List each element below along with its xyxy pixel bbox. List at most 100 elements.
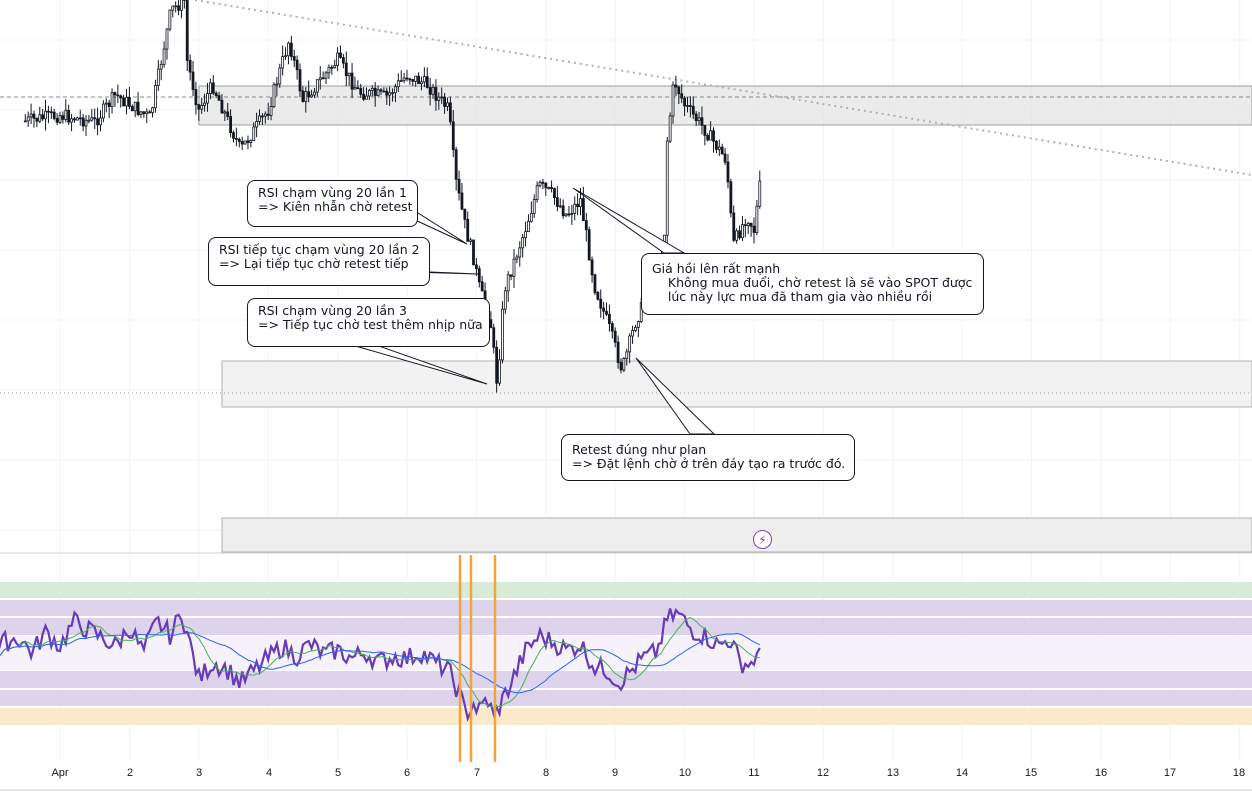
- candle-body: [229, 116, 233, 134]
- candle-body: [628, 335, 632, 353]
- candle-body: [159, 63, 163, 70]
- candle-body: [521, 237, 525, 249]
- candle-body: [437, 96, 441, 101]
- candle-body: [717, 146, 721, 150]
- candle-body: [234, 137, 238, 140]
- candle-body: [292, 56, 296, 61]
- x-tick-18: 18: [1232, 767, 1246, 779]
- candle-body: [446, 102, 449, 107]
- candle-body: [388, 92, 392, 96]
- candle-body: [289, 42, 293, 57]
- candle-body: [281, 56, 285, 69]
- candle-body: [417, 75, 420, 85]
- rsi-markers: [458, 555, 497, 762]
- candle-body: [550, 187, 553, 189]
- candle-body: [243, 140, 247, 145]
- x-tick-10: 10: [678, 767, 692, 779]
- candle-body: [509, 274, 513, 277]
- candle-body: [188, 59, 192, 73]
- candle-body: [524, 231, 527, 238]
- candle-body: [226, 111, 230, 117]
- candle-body: [451, 121, 455, 151]
- candle-body: [527, 220, 530, 233]
- callout-pointers: [351, 187, 716, 435]
- rsi-pane: [0, 608, 761, 722]
- candle-body: [469, 239, 473, 242]
- candle-body: [723, 153, 727, 163]
- x-tick-7: 7: [473, 767, 481, 779]
- candle-body: [35, 117, 39, 122]
- x-tick-4: 4: [265, 767, 273, 779]
- candle-body: [555, 197, 559, 207]
- candle-body: [29, 113, 33, 118]
- candle-body: [64, 109, 68, 120]
- candle-body: [746, 222, 750, 226]
- annotation-rsi-touch-1: RSI chạm vùng 20 lần 1 => Kiên nhẫn chờ …: [247, 180, 418, 227]
- candle-body: [370, 87, 374, 91]
- candle-body: [70, 118, 73, 123]
- candle-body: [165, 28, 169, 50]
- candle-body: [41, 114, 45, 120]
- rsi-line: [0, 608, 761, 722]
- candle-body: [208, 82, 212, 94]
- candle-body: [32, 113, 36, 119]
- candle-body: [512, 258, 516, 277]
- candle-body: [616, 341, 620, 363]
- candle-body: [84, 119, 88, 127]
- candle-body: [23, 120, 27, 123]
- candle-body: [570, 213, 574, 215]
- candle-body: [171, 5, 175, 11]
- candle-body: [330, 66, 334, 69]
- candle-body: [93, 117, 97, 120]
- candle-body: [353, 87, 357, 90]
- candle-body: [587, 229, 591, 261]
- candle-body: [726, 161, 730, 183]
- annotation-3-line2: => Tiếp tục chờ test thêm nhịp nữa: [258, 317, 483, 332]
- candle-body: [382, 90, 386, 93]
- x-tick-6: 6: [403, 767, 411, 779]
- candle-body: [541, 181, 545, 184]
- candle-body: [191, 71, 195, 90]
- candle-body: [706, 134, 710, 141]
- support-zone: [221, 360, 1252, 408]
- candle-body: [529, 212, 533, 222]
- candle-body: [362, 93, 366, 100]
- candle-body: [665, 140, 669, 236]
- lightning-icon[interactable]: ⚡: [753, 530, 772, 549]
- candle-body: [700, 117, 704, 126]
- candle-body: [694, 113, 698, 122]
- candle-body: [489, 319, 493, 329]
- candle-body: [553, 188, 556, 199]
- candle-body: [339, 52, 342, 58]
- x-tick-8: 8: [542, 767, 550, 779]
- candle-body: [414, 75, 418, 82]
- candle-body: [443, 96, 446, 107]
- candle-body: [81, 117, 85, 127]
- candle-body: [275, 83, 279, 86]
- candle-body: [315, 79, 319, 93]
- candle-body: [298, 69, 302, 92]
- candle-body: [613, 330, 617, 343]
- candle-body: [373, 87, 377, 96]
- candle-body: [104, 102, 108, 105]
- candle-body: [185, 0, 189, 61]
- candle-body: [119, 95, 123, 99]
- candle-body: [755, 205, 759, 233]
- candle-body: [217, 95, 221, 101]
- candle-body: [90, 117, 94, 121]
- candle-body: [720, 146, 724, 155]
- rsi-band-lower-2: [0, 690, 1252, 706]
- candle-body: [579, 198, 582, 208]
- candle-body: [211, 82, 215, 94]
- x-tick-17: 17: [1163, 767, 1177, 779]
- candle-body: [148, 111, 152, 114]
- candle-body: [567, 213, 571, 216]
- candle-body: [518, 247, 522, 258]
- candle-body: [547, 187, 551, 189]
- candle-body: [544, 182, 548, 189]
- rsi-band-overbought: [0, 582, 1252, 598]
- candle-body: [214, 92, 218, 97]
- candle-body: [67, 109, 71, 123]
- candle-body: [532, 199, 536, 214]
